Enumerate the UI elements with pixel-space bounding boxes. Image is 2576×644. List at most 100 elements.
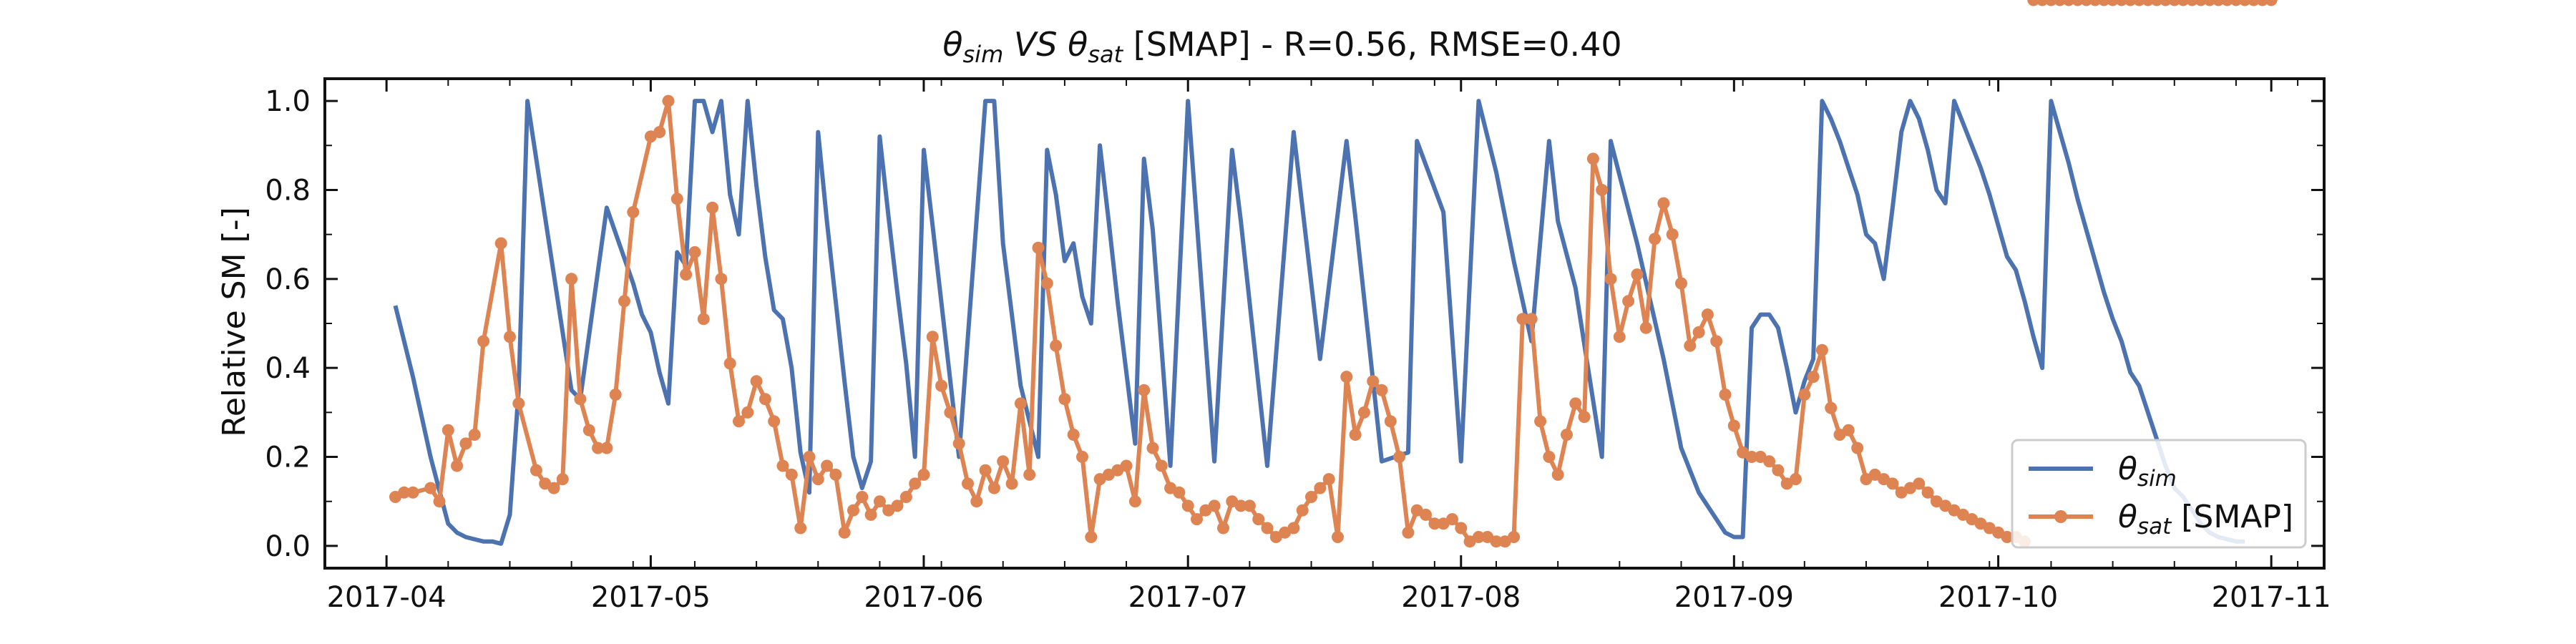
x-tick-label: 2017-10 bbox=[1938, 581, 2058, 614]
data-point-sat bbox=[1825, 401, 1838, 414]
data-point-sat bbox=[1921, 486, 1934, 499]
data-point-sat bbox=[1050, 339, 1063, 352]
data-point-sat bbox=[1261, 522, 1274, 535]
data-point-sat bbox=[697, 313, 710, 326]
data-point-sat bbox=[609, 389, 622, 401]
data-point-sat bbox=[1508, 531, 1521, 543]
data-point-sat bbox=[715, 273, 728, 286]
data-point-sat bbox=[1040, 277, 1053, 290]
y-tick-label: 0.0 bbox=[265, 530, 311, 563]
data-point-sat bbox=[1569, 397, 1582, 410]
data-point-sat bbox=[1332, 531, 1344, 543]
data-point-sat bbox=[1763, 455, 1776, 468]
data-point-sat bbox=[1842, 424, 1855, 436]
data-point-sat bbox=[1913, 477, 1926, 490]
data-point-sat bbox=[1384, 415, 1397, 428]
data-point-sat bbox=[829, 468, 842, 481]
data-point-sat bbox=[582, 424, 595, 436]
data-point-sat bbox=[1719, 389, 1732, 401]
data-point-sat bbox=[952, 437, 965, 450]
data-point-sat bbox=[758, 393, 771, 406]
legend-sat-label: θsat [SMAP] bbox=[2118, 499, 2293, 540]
data-point-sat bbox=[768, 415, 781, 428]
data-point-sat bbox=[1287, 522, 1300, 535]
data-point-sat bbox=[979, 464, 992, 477]
data-point-sat bbox=[1586, 152, 1599, 165]
y-tick-label: 0.2 bbox=[265, 441, 311, 474]
data-point-sat bbox=[1596, 184, 1609, 196]
data-point-sat bbox=[653, 126, 666, 139]
data-point-sat bbox=[1234, 499, 1247, 512]
data-point-sat bbox=[706, 201, 719, 214]
data-point-sat bbox=[750, 375, 763, 388]
y-axis-label: Relative SM [-] bbox=[216, 207, 253, 437]
data-point-sat bbox=[1014, 397, 1027, 410]
data-point-sat bbox=[794, 522, 807, 535]
x-tick-label: 2017-04 bbox=[327, 581, 447, 614]
legend-sat-marker bbox=[2054, 510, 2067, 523]
data-point-sat bbox=[1208, 499, 1221, 512]
data-point-sat bbox=[1604, 273, 1617, 286]
data-point-sat bbox=[1472, 531, 1485, 543]
data-point-sat bbox=[441, 424, 454, 436]
data-point-sat bbox=[1032, 241, 1045, 254]
y-tick-label: 0.4 bbox=[265, 352, 311, 385]
data-point-sat bbox=[1138, 384, 1151, 396]
data-point-sat bbox=[899, 491, 912, 503]
data-point-sat bbox=[1243, 499, 1256, 512]
data-point-sat bbox=[512, 397, 525, 410]
data-point-sat bbox=[821, 459, 834, 472]
data-point-sat bbox=[1296, 504, 1309, 517]
data-point-sat bbox=[530, 464, 542, 477]
chart-title: θsim VS θsat [SMAP] - R=0.56, RMSE=0.40 bbox=[942, 25, 1621, 68]
data-point-sat bbox=[592, 441, 605, 454]
data-point-sat bbox=[1578, 411, 1591, 424]
data-point-sat bbox=[1657, 197, 1670, 210]
data-point-sat bbox=[847, 504, 859, 517]
data-point-sat bbox=[680, 268, 693, 281]
data-point-sat bbox=[618, 295, 630, 308]
x-tick-label: 2017-05 bbox=[591, 581, 711, 614]
data-point-sat bbox=[1314, 482, 1327, 494]
data-point-sat bbox=[600, 441, 613, 454]
data-point-sat bbox=[1543, 451, 1556, 463]
data-point-sat bbox=[1305, 491, 1317, 503]
data-point-sat bbox=[785, 468, 798, 481]
data-point-sat bbox=[1807, 371, 1820, 384]
data-point-sat bbox=[723, 357, 736, 370]
data-point-sat bbox=[1155, 459, 1168, 472]
data-point-sat bbox=[1886, 477, 1899, 490]
data-point-sat bbox=[1772, 464, 1785, 477]
x-tick-label: 2017-08 bbox=[1401, 581, 1521, 614]
data-point-sat bbox=[1340, 371, 1353, 384]
data-point-sat bbox=[1393, 451, 1406, 463]
data-point-sat bbox=[1085, 531, 1098, 543]
data-point-sat bbox=[1727, 419, 1740, 432]
data-point-sat bbox=[1252, 513, 1265, 526]
data-point-sat bbox=[1217, 522, 1229, 535]
data-point-sat bbox=[1525, 313, 1538, 326]
data-point-sat bbox=[1516, 313, 1529, 326]
data-point-sat bbox=[1798, 389, 1811, 401]
data-point-sat bbox=[1023, 468, 1036, 481]
data-point-sat bbox=[1322, 473, 1335, 486]
data-point-sat bbox=[406, 486, 419, 499]
data-point-sat bbox=[970, 495, 983, 508]
data-point-sat bbox=[494, 237, 507, 250]
data-point-sat bbox=[917, 468, 930, 481]
data-point-sat bbox=[2265, 0, 2278, 6]
data-point-sat bbox=[1428, 517, 1441, 530]
data-point-sat bbox=[547, 482, 560, 494]
data-point-sat bbox=[1120, 459, 1133, 472]
data-point-sat bbox=[838, 526, 851, 539]
data-point-sat bbox=[451, 459, 464, 472]
data-point-sat bbox=[944, 406, 957, 419]
data-point-sat bbox=[1446, 513, 1458, 526]
data-point-sat bbox=[1631, 268, 1644, 281]
data-point-sat bbox=[1058, 393, 1071, 406]
data-point-sat bbox=[733, 415, 745, 428]
data-point-sat bbox=[565, 273, 578, 286]
data-point-sat bbox=[803, 451, 816, 463]
y-tick-label: 1.0 bbox=[265, 85, 311, 118]
data-point-sat bbox=[1534, 415, 1547, 428]
